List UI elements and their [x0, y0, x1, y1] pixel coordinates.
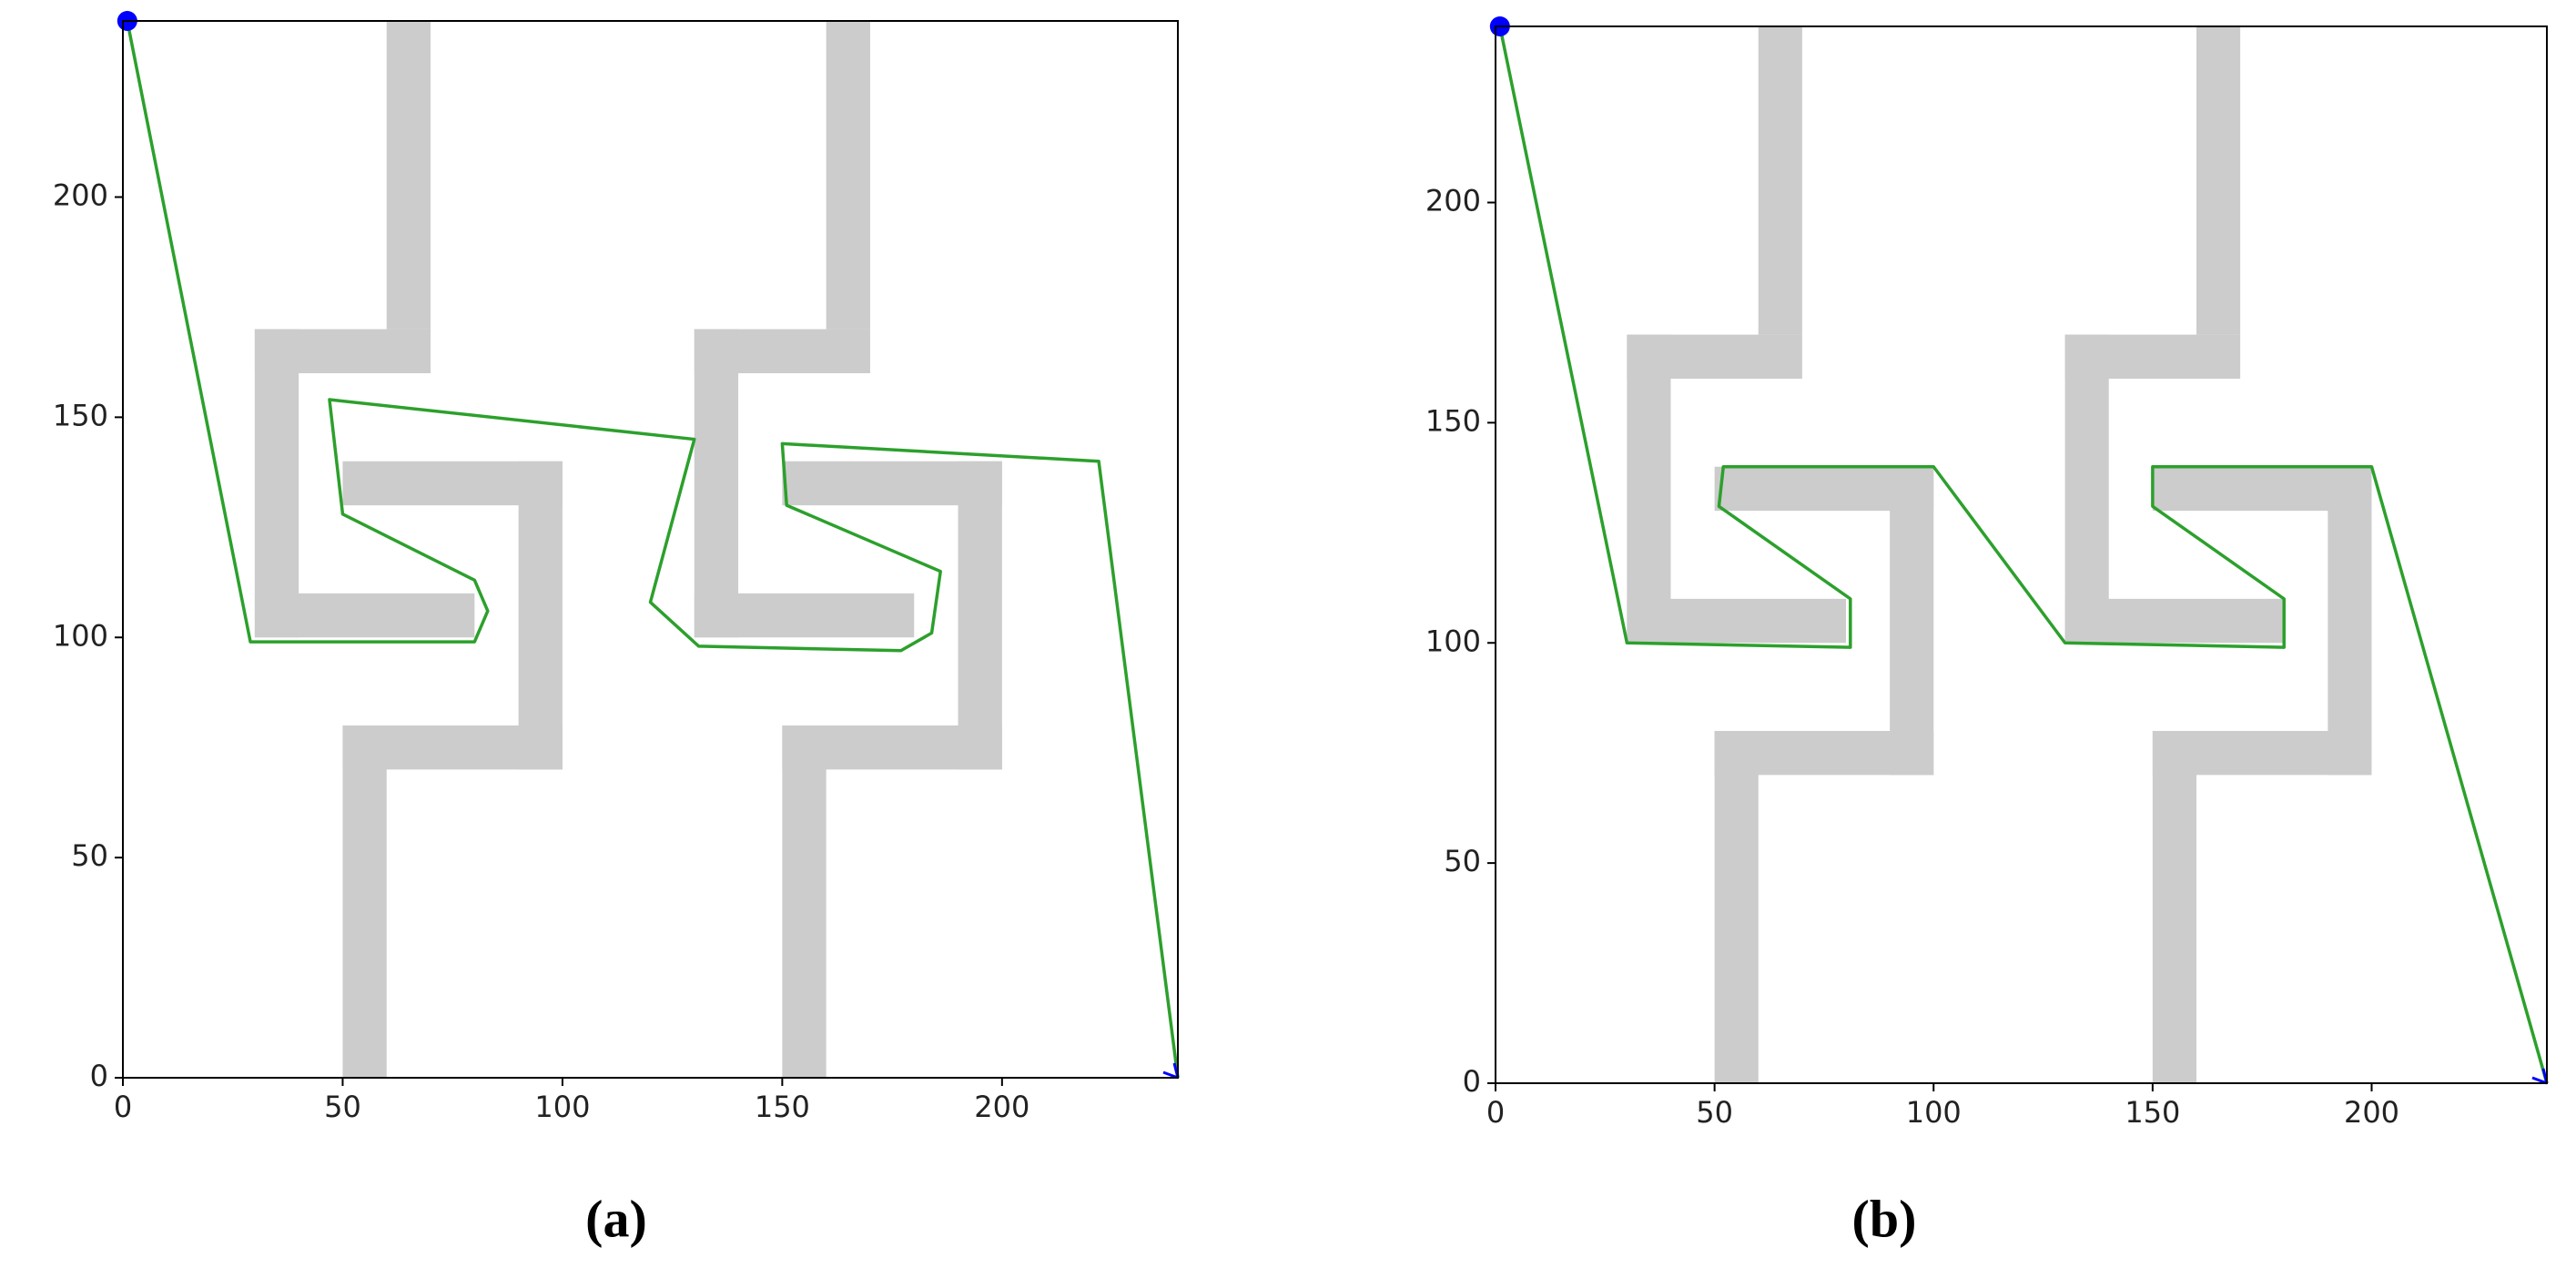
obstacle: [1627, 598, 1846, 644]
obstacle: [386, 21, 431, 330]
x-tick-label: 100: [1906, 1095, 1962, 1130]
chart-panel: 0 50 100 150 200 0 50 100 150 200 (a): [53, 11, 1180, 1248]
x-tick-label: 50: [1696, 1095, 1733, 1130]
obstacle: [2328, 466, 2372, 776]
obstacle: [694, 329, 739, 638]
obstacle: [1758, 26, 1802, 335]
y-tick-label: 200: [53, 178, 108, 213]
obstacle: [782, 725, 827, 1078]
obstacle: [342, 725, 387, 1078]
plot-frame: [122, 20, 1179, 1079]
obstacle: [2196, 26, 2241, 335]
panel-caption: (a): [585, 1189, 647, 1248]
y-tick-label: 100: [1425, 624, 1481, 658]
obstacle: [254, 329, 299, 638]
x-tick-label: 50: [324, 1090, 361, 1124]
obstacle: [254, 593, 475, 638]
x-tick-label: 200: [2344, 1095, 2399, 1130]
path-line: [126, 20, 1180, 1079]
obstacle: [826, 21, 870, 330]
obstacle: [1714, 731, 1759, 1083]
panel-caption: (b): [1852, 1189, 1917, 1248]
obstacle: [694, 593, 915, 638]
chart-panel: 0 50 100 150 200 0 50 100 150 200 (b): [1425, 16, 2549, 1248]
y-tick-label: 150: [53, 398, 108, 432]
x-tick-label: 0: [1486, 1095, 1505, 1130]
obstacle: [2064, 598, 2285, 644]
x-tick-label: 150: [2125, 1095, 2180, 1130]
y-tick-label: 150: [1425, 403, 1481, 438]
x-tick-label: 0: [114, 1090, 132, 1124]
y-tick-label: 50: [1444, 844, 1481, 878]
obstacle: [1890, 466, 1934, 776]
obstacle: [2064, 334, 2109, 644]
y-tick-label: 0: [90, 1059, 108, 1093]
x-tick-label: 100: [534, 1090, 590, 1124]
y-tick-label: 0: [1463, 1064, 1481, 1099]
obstacle: [1627, 334, 1671, 644]
end-marker: [2531, 1068, 2549, 1085]
obstacle: [2152, 731, 2196, 1083]
y-tick-label: 100: [53, 618, 108, 653]
x-tick-label: 150: [755, 1090, 810, 1124]
path-line: [1498, 25, 2549, 1084]
y-tick-label: 200: [1425, 184, 1481, 218]
x-tick-label: 200: [974, 1090, 1029, 1124]
plot-frame: [1495, 25, 2548, 1084]
end-marker: [1162, 1062, 1180, 1080]
obstacle: [518, 461, 563, 770]
y-tick-label: 50: [71, 838, 108, 873]
obstacle: [958, 461, 1002, 770]
